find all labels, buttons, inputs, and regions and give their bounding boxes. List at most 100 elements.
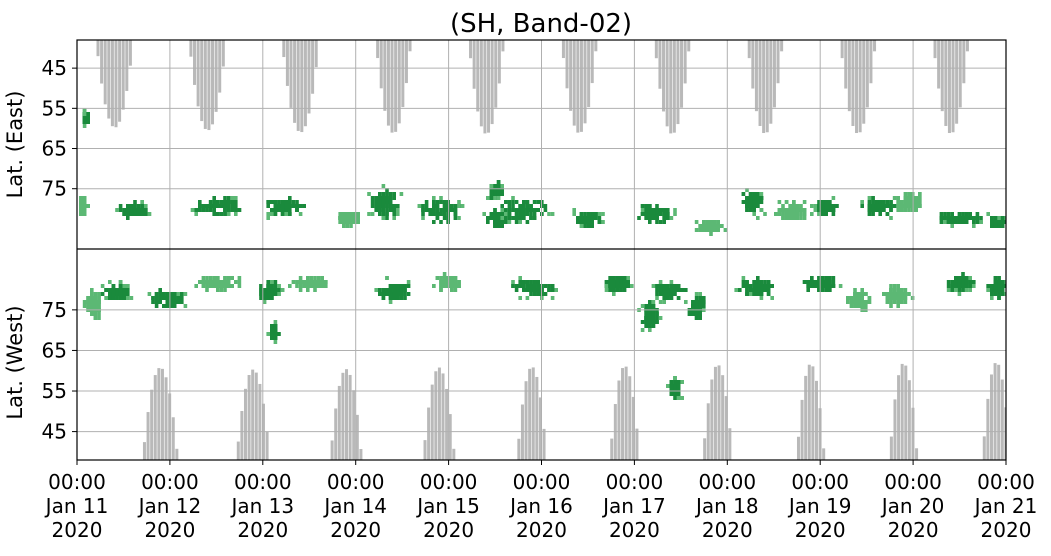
shadow-cell: [348, 374, 352, 460]
shadow-cell: [800, 399, 804, 460]
activity-cell: [93, 304, 98, 308]
activity-cell: [792, 208, 796, 212]
activity-cell: [817, 280, 821, 284]
shadow-cell: [893, 399, 897, 460]
activity-blob-west-7: [288, 276, 328, 292]
activity-cell: [345, 220, 350, 224]
activity-cell: [900, 288, 904, 292]
activity-cell: [903, 292, 908, 296]
activity-cell: [352, 212, 357, 216]
activity-cell: [219, 204, 224, 208]
activity-cell: [532, 280, 537, 284]
activity-cell: [442, 284, 447, 288]
activity-blob-east-8: [417, 196, 465, 224]
activity-cell: [820, 284, 825, 288]
shadow-cell: [394, 40, 398, 132]
activity-cell: [867, 196, 872, 200]
activity-cell: [806, 280, 810, 284]
activity-cell: [734, 288, 738, 292]
shadow-cell: [610, 438, 614, 460]
activity-cell: [885, 212, 890, 216]
activity-cell: [993, 292, 998, 296]
activity-cell: [500, 220, 504, 224]
activity-cell: [234, 280, 238, 284]
activity-cell: [489, 188, 494, 192]
activity-cell: [666, 284, 670, 288]
activity-cell: [990, 296, 994, 300]
activity-cell: [957, 280, 962, 284]
shadow-cell: [355, 414, 359, 460]
activity-cell: [889, 216, 893, 220]
activity-cell: [392, 284, 396, 288]
activity-cell: [133, 208, 137, 212]
activity-cell: [381, 292, 386, 296]
shadow-cell: [579, 40, 583, 132]
activity-cell: [122, 212, 126, 216]
activity-cell: [522, 200, 526, 204]
activity-cell: [655, 316, 659, 320]
activity-cell: [266, 284, 270, 288]
activity-cell: [93, 316, 98, 320]
activity-cell: [388, 204, 393, 208]
activity-cell: [694, 292, 699, 296]
shadow-cell: [962, 40, 966, 84]
activity-cell: [532, 200, 537, 204]
activity-cell: [439, 208, 443, 212]
shadow-cell: [345, 369, 349, 460]
x-tick-label-3: 00:00 Jan 13 2020: [229, 470, 294, 542]
activity-cell: [572, 208, 576, 212]
activity-cell: [860, 296, 864, 300]
activity-cell: [273, 320, 278, 324]
activity-cell: [590, 212, 594, 216]
activity-blob-east-1: [79, 196, 90, 216]
activity-cell: [169, 292, 173, 296]
shadow-cell: [531, 367, 535, 460]
shadow-cell: [851, 40, 855, 126]
activity-cell: [597, 220, 602, 224]
shadow-cell: [669, 40, 673, 134]
activity-cell: [126, 296, 130, 300]
activity-cell: [396, 284, 400, 288]
activity-cell: [831, 196, 836, 200]
activity-cell: [705, 220, 710, 224]
activity-cell: [122, 284, 126, 288]
activity-cell: [759, 292, 764, 296]
activity-cell: [813, 284, 818, 288]
activity-cell: [619, 280, 623, 284]
activity-cell: [608, 284, 612, 288]
activity-cell: [396, 288, 400, 292]
activity-cell: [774, 212, 778, 216]
activity-cell: [752, 280, 756, 284]
activity-cell: [745, 284, 749, 288]
activity-cell: [439, 200, 443, 204]
activity-cell: [831, 280, 836, 284]
shadow-cell: [907, 380, 911, 460]
activity-cell: [763, 288, 767, 292]
activity-cell: [802, 200, 807, 204]
shadow-cell: [889, 436, 893, 460]
activity-cell: [136, 208, 141, 212]
shadow-cell: [434, 371, 438, 460]
activity-cell: [381, 200, 386, 204]
shadow-cell: [193, 40, 197, 85]
activity-cell: [849, 296, 854, 300]
activity-cell: [147, 212, 152, 216]
activity-cell: [496, 220, 501, 224]
activity-blob-west-11: [604, 276, 634, 296]
activity-cell: [522, 216, 526, 220]
activity-cell: [349, 224, 353, 228]
activity-cell: [291, 280, 296, 284]
activity-cell: [381, 208, 386, 212]
activity-blob-west-10: [511, 276, 558, 300]
activity-cell: [86, 296, 90, 300]
activity-cell: [90, 304, 94, 308]
activity-cell: [86, 204, 90, 208]
activity-cell: [511, 280, 515, 284]
activity-cell: [831, 276, 836, 280]
activity-cell: [79, 212, 83, 216]
activity-cell: [680, 288, 684, 292]
activity-cell: [698, 312, 702, 316]
activity-cell: [781, 212, 785, 216]
activity-blob-east-2: [82, 108, 90, 128]
activity-cell: [651, 216, 656, 220]
